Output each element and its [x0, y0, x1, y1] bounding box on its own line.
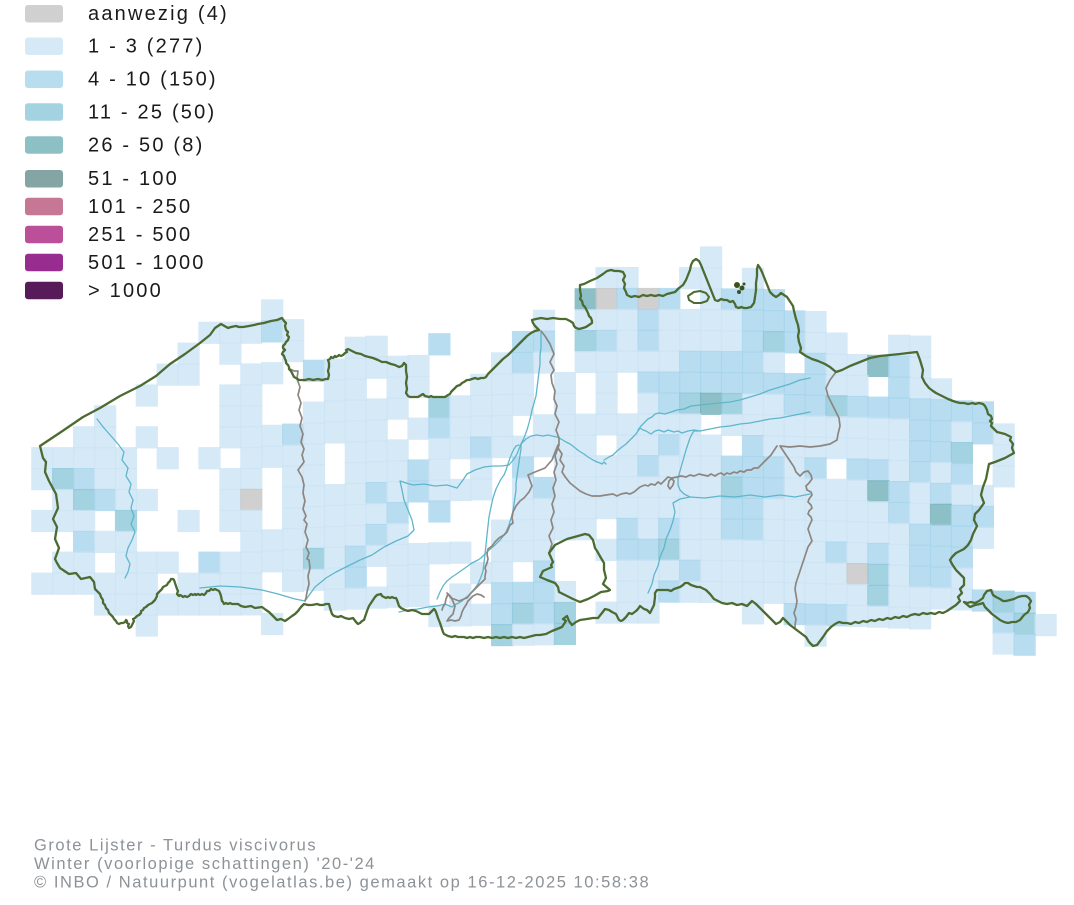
- svg-text:101 - 250: 101 - 250: [88, 196, 192, 218]
- svg-text:251 - 500: 251 - 500: [88, 224, 192, 246]
- svg-text:> 1000: > 1000: [88, 280, 163, 302]
- svg-text:51 - 100: 51 - 100: [88, 168, 179, 190]
- svg-text:Winter (voorlopige schattingen: Winter (voorlopige schattingen) '20-'24: [34, 855, 376, 873]
- svg-text:501 - 1000: 501 - 1000: [88, 252, 206, 274]
- svg-text:26 - 50 (8): 26 - 50 (8): [88, 135, 204, 157]
- svg-text:© INBO / Natuurpunt (vogelatla: © INBO / Natuurpunt (vogelatlas.be) gema…: [34, 874, 650, 892]
- svg-text:aanwezig (4): aanwezig (4): [88, 3, 229, 25]
- svg-text:11 - 25 (50): 11 - 25 (50): [88, 102, 216, 124]
- svg-text:4 - 10 (150): 4 - 10 (150): [88, 69, 218, 91]
- svg-text:Grote Lijster - Turdus viscivo: Grote Lijster - Turdus viscivorus: [34, 837, 317, 855]
- svg-text:1 - 3 (277): 1 - 3 (277): [88, 36, 204, 58]
